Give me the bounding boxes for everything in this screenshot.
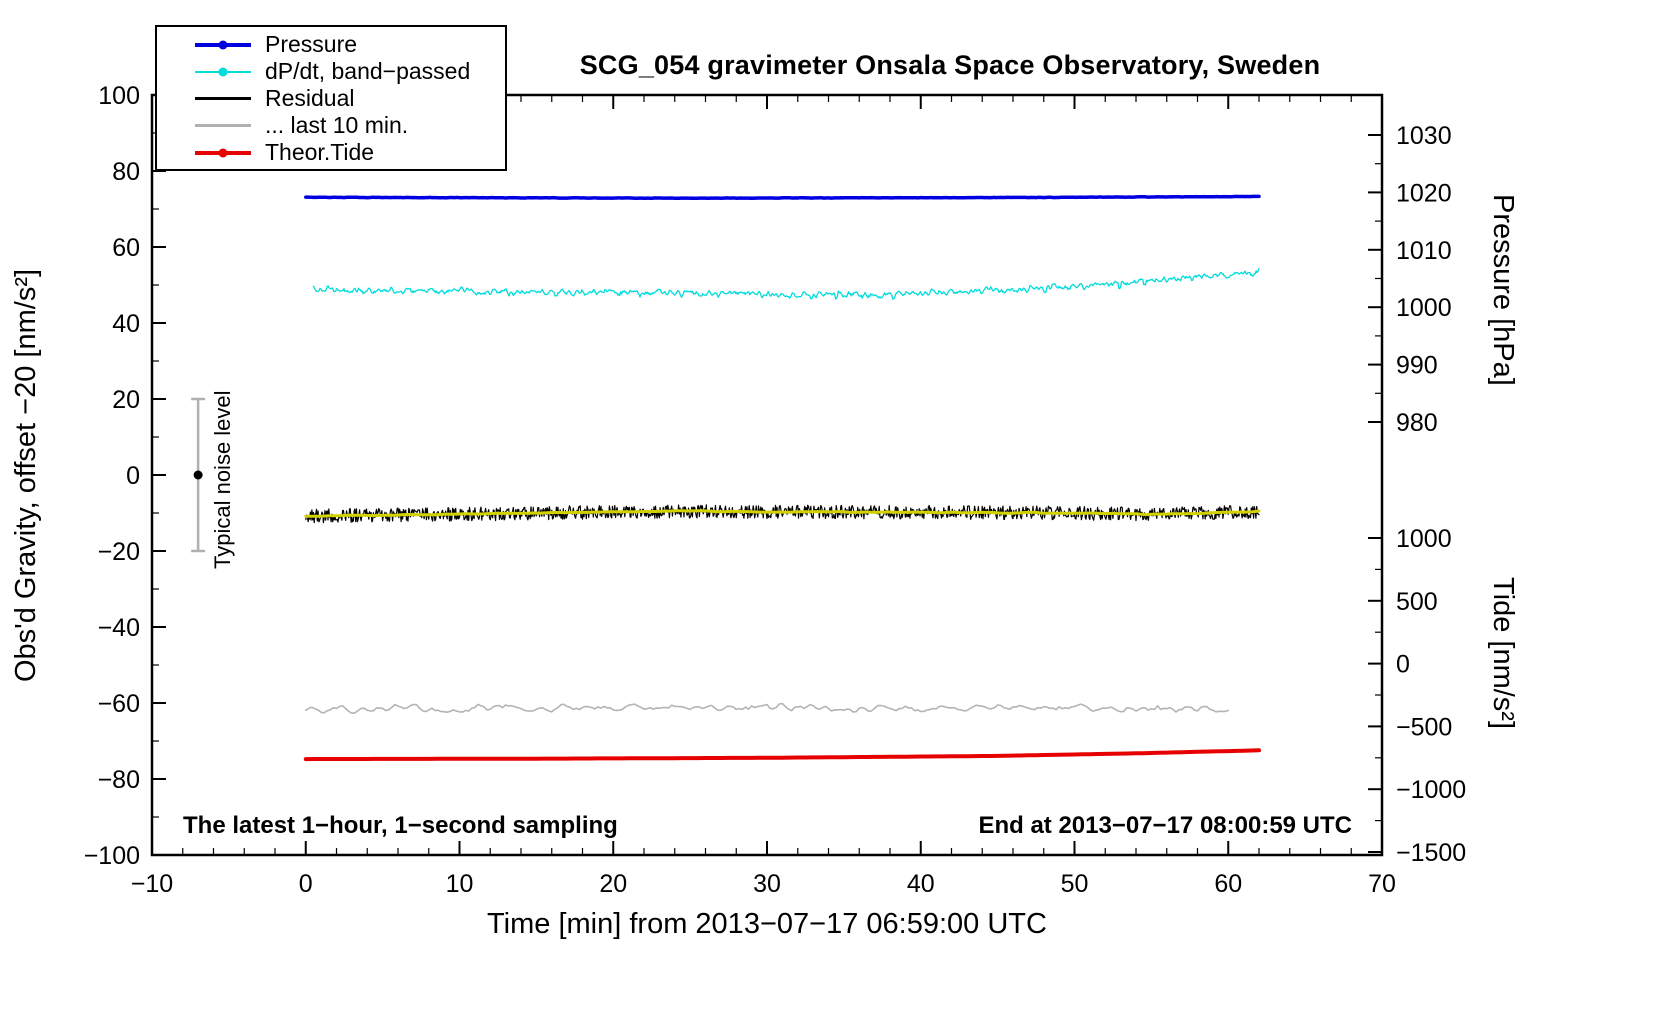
y-left-tick-label: −100 (84, 842, 140, 870)
legend-label: dP/dt, band−passed (265, 58, 471, 84)
tide-tick-label: 0 (1396, 651, 1410, 679)
tide-tick-label: −500 (1396, 713, 1452, 741)
chart-title: SCG_054 gravimeter Onsala Space Observat… (579, 50, 1321, 80)
series-residual (305, 504, 1260, 524)
legend-marker-line (195, 123, 251, 128)
series-dp-dt-band-passed (312, 267, 1260, 300)
x-tick-label: 0 (299, 870, 313, 898)
pressure-tick-label: 990 (1396, 352, 1438, 380)
legend-item: dP/dt, band−passed (195, 58, 505, 85)
y-left-tick-label: −80 (98, 766, 140, 794)
x-axis-ticks: −10 0 10 20 30 40 50 60 70 (131, 95, 1396, 898)
legend-marker-line-dot (195, 67, 251, 76)
pressure-tick-label: 1010 (1396, 237, 1452, 265)
y-left-tick-label: 40 (112, 310, 140, 338)
plot-frame (150, 93, 1384, 857)
y-left-tick-label: 100 (98, 82, 140, 110)
x-tick-label: 70 (1368, 870, 1396, 898)
x-tick-label: 20 (599, 870, 627, 898)
y-left-tick-label: −20 (98, 538, 140, 566)
y-left-tick-label: 20 (112, 386, 140, 414)
y-left-tick-label: 0 (126, 462, 140, 490)
series--last-10-min- (305, 702, 1230, 714)
pressure-tick-label: 1030 (1396, 122, 1452, 150)
legend-item: Pressure (195, 31, 505, 58)
y-left-tick-label: 80 (112, 158, 140, 186)
y-left-tick-label: −60 (98, 690, 140, 718)
series-residual-smoothed (304, 509, 1261, 518)
noise-center-dot (193, 470, 203, 480)
x-tick-label: 60 (1214, 870, 1242, 898)
noise-errorbar (191, 397, 206, 553)
y-left-tick-label: −40 (98, 614, 140, 642)
pressure-axis-label: Pressure [hPa] (1487, 194, 1519, 386)
tide-axis-label: Tide [nm/s²] (1487, 576, 1519, 729)
series-theor-tide (303, 748, 1261, 762)
legend-box: Pressure dP/dt, band−passed Residual... la… (155, 25, 507, 171)
series-pressure (304, 194, 1261, 201)
legend-label: Pressure (265, 31, 358, 57)
x-tick-label: 30 (753, 870, 781, 898)
pressure-tick-label: 1000 (1396, 294, 1452, 322)
pressure-tick-label: 1020 (1396, 179, 1452, 207)
y-left-ticks: −100 −80 −60 −40 −20 0 20 40 60 80 100 (84, 82, 166, 870)
legend-item: ... last 10 min. (195, 112, 505, 139)
sampling-note: The latest 1−hour, 1−second sampling (183, 812, 618, 839)
x-tick-label: 50 (1061, 870, 1089, 898)
legend-label: ... last 10 min. (265, 112, 409, 138)
end-time-note: End at 2013−07−17 08:00:59 UTC (978, 812, 1352, 839)
y-left-tick-label: 60 (112, 234, 140, 262)
x-tick-label: 10 (446, 870, 474, 898)
x-tick-label: 40 (907, 870, 935, 898)
legend-label: Theor.Tide (265, 139, 375, 165)
legend-marker-line-dot (195, 148, 251, 157)
tide-tick-label: 1000 (1396, 525, 1452, 553)
tide-tick-label: −1500 (1396, 839, 1466, 867)
tide-tick-label: 500 (1396, 588, 1438, 616)
legend-marker-line-dot (195, 40, 251, 49)
pressure-axis-ticks: 1030 1020 1010 1000 990 980 (1368, 122, 1452, 437)
legend-item: Theor.Tide (195, 139, 505, 166)
y-left-axis-label: Obs'd Gravity, offset −20 [nm/s²] (10, 268, 42, 682)
legend-label: Residual (265, 85, 355, 111)
tide-axis-ticks: 1000 500 0 −500 −1000 −1500 (1368, 525, 1466, 867)
legend-item: Residual (195, 85, 505, 112)
tide-tick-label: −1000 (1396, 776, 1466, 804)
x-axis-label: Time [min] from 2013−07−17 06:59:00 UTC (487, 908, 1047, 940)
legend-marker-line (195, 96, 251, 101)
noise-level-annotation: Typical noise level (210, 390, 235, 570)
x-tick-label: −10 (131, 870, 173, 898)
pressure-tick-label: 980 (1396, 409, 1438, 437)
